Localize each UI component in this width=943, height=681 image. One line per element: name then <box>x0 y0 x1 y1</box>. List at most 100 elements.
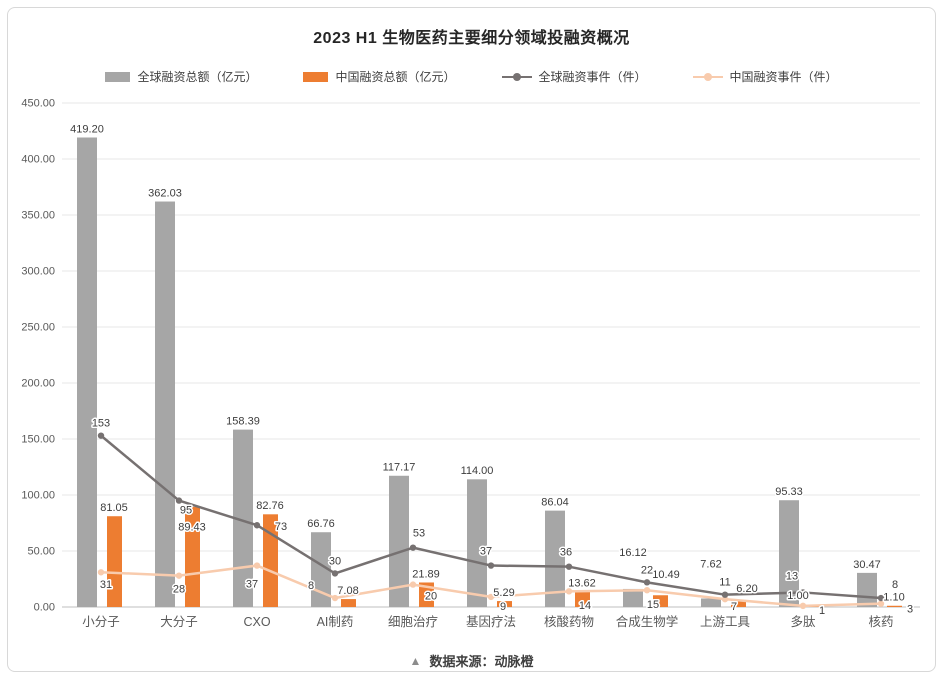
x-category-label: 核酸药物 <box>543 614 593 629</box>
global-events-line-icon <box>501 72 532 82</box>
x-category-label: AI制药 <box>316 615 353 629</box>
global-line-point <box>721 591 728 598</box>
value-label: 6.20 <box>736 583 757 595</box>
global-bar <box>778 500 799 607</box>
value-label: 9 <box>499 601 505 613</box>
china-events-line-icon <box>692 72 723 82</box>
x-category-label: 基因疗法 <box>465 615 515 629</box>
value-label: 114.00 <box>460 465 493 477</box>
value-label: 1.00 <box>787 590 808 602</box>
global-line-point <box>487 562 494 569</box>
global-line-point <box>97 432 104 439</box>
legend-label: 全球融资总额（亿元） <box>137 70 258 84</box>
value-label: 37 <box>479 545 491 557</box>
legend-label: 全球融资事件（件） <box>538 70 647 84</box>
legend-label: 中国融资事件（件） <box>729 70 838 84</box>
global-amount-swatch-icon <box>105 71 131 82</box>
value-label: 13 <box>785 570 797 582</box>
global-bar <box>466 479 487 607</box>
legend-item-global-events: 全球融资事件（件） <box>501 68 647 85</box>
chart-card: 2023 H1 生物医药主要细分领域投融资概况 全球融资总额（亿元） 中国融资总… <box>7 7 936 672</box>
value-label: 30.47 <box>853 559 881 571</box>
value-label: 66.76 <box>307 518 335 530</box>
x-category-label: 核药 <box>868 615 893 629</box>
value-label: 8 <box>307 580 313 592</box>
value-label: 15 <box>646 599 658 611</box>
value-label: 37 <box>245 578 257 590</box>
value-label: 31 <box>99 579 111 591</box>
value-label: 21.89 <box>412 568 440 580</box>
x-category-label: CXO <box>243 615 270 629</box>
legend-label: 中国融资总额（亿元） <box>335 70 456 84</box>
global-line-point <box>799 589 806 596</box>
global-line-point <box>331 570 338 577</box>
value-label: 81.05 <box>100 502 128 514</box>
y-tick-label: 450.00 <box>21 97 55 109</box>
value-label: 1.10 <box>883 592 904 604</box>
value-label: 53 <box>412 528 424 540</box>
value-label: 7.62 <box>700 558 721 570</box>
china-line-point <box>175 572 182 579</box>
china-line-point <box>331 594 338 602</box>
global-bar <box>76 137 97 607</box>
legend-item-global-amount: 全球融资总额（亿元） <box>105 68 257 85</box>
china-bar <box>496 601 512 607</box>
value-label: 86.04 <box>541 497 569 509</box>
value-label: 1 <box>818 605 824 617</box>
global-bar <box>388 475 409 607</box>
global-line-point <box>175 497 182 504</box>
triangle-icon: ▲ <box>409 653 422 668</box>
value-label: 419.20 <box>70 123 104 135</box>
global-bar <box>622 588 643 607</box>
y-tick-label: 250.00 <box>21 321 55 333</box>
value-label: 95 <box>179 505 191 517</box>
y-tick-label: 400.00 <box>21 153 55 165</box>
value-label: 11 <box>719 577 730 589</box>
china-bar <box>730 600 746 607</box>
china-line-point <box>799 602 806 610</box>
china-line-point <box>565 588 572 595</box>
global-line-point <box>409 544 416 551</box>
global-bar <box>232 429 253 607</box>
data-source-footer: ▲ 数据来源：动脉橙 <box>8 651 935 670</box>
china-bar <box>652 595 668 607</box>
y-tick-label: 100.00 <box>21 489 55 501</box>
value-label: 73 <box>274 521 286 533</box>
value-label: 28 <box>172 584 184 596</box>
legend-item-china-events: 中国融资事件（件） <box>692 68 838 85</box>
value-label: 7.08 <box>337 585 358 597</box>
value-label: 20 <box>424 591 436 603</box>
value-label: 3 <box>906 604 912 616</box>
global-line-point <box>643 579 650 586</box>
y-tick-label: 150.00 <box>21 433 55 445</box>
value-label: 158.39 <box>226 416 260 428</box>
value-label: 117.17 <box>382 462 415 474</box>
data-source-text: 数据来源：动脉橙 <box>429 654 534 669</box>
global-line-point <box>877 594 884 602</box>
global-bar <box>544 510 565 607</box>
y-tick-label: 300.00 <box>21 265 55 277</box>
x-category-label: 细胞治疗 <box>387 615 437 629</box>
chart-legend: 全球融资总额（亿元） 中国融资总额（亿元） 全球融资事件（件） 中国融资事件（件… <box>8 68 935 85</box>
value-label: 22 <box>640 564 652 576</box>
china-line-point <box>97 569 104 576</box>
value-label: 8 <box>891 579 897 591</box>
value-label: 5.29 <box>493 587 514 599</box>
china-bar <box>340 599 356 607</box>
y-tick-label: 0.00 <box>33 601 54 613</box>
x-category-label: 合成生物学 <box>615 614 678 629</box>
value-label: 153 <box>91 418 109 430</box>
x-category-label: 小分子 <box>82 615 120 629</box>
y-tick-label: 200.00 <box>21 377 55 389</box>
combo-chart: 0.00 50.00 100.00 150.00 200.00 250.00 300.00 3… <box>21 97 920 629</box>
x-category-label: 大分子 <box>160 615 198 629</box>
chart-title: 2023 H1 生物医药主要细分领域投融资概况 <box>313 30 630 47</box>
china-line-point <box>487 593 494 601</box>
global-bar <box>310 532 331 607</box>
china-line-point <box>721 595 728 603</box>
value-label: 10.49 <box>652 569 680 581</box>
global-line <box>99 434 881 600</box>
global-bar <box>700 598 721 607</box>
china-amount-swatch-icon <box>303 71 329 82</box>
value-label: 16.12 <box>619 547 647 559</box>
